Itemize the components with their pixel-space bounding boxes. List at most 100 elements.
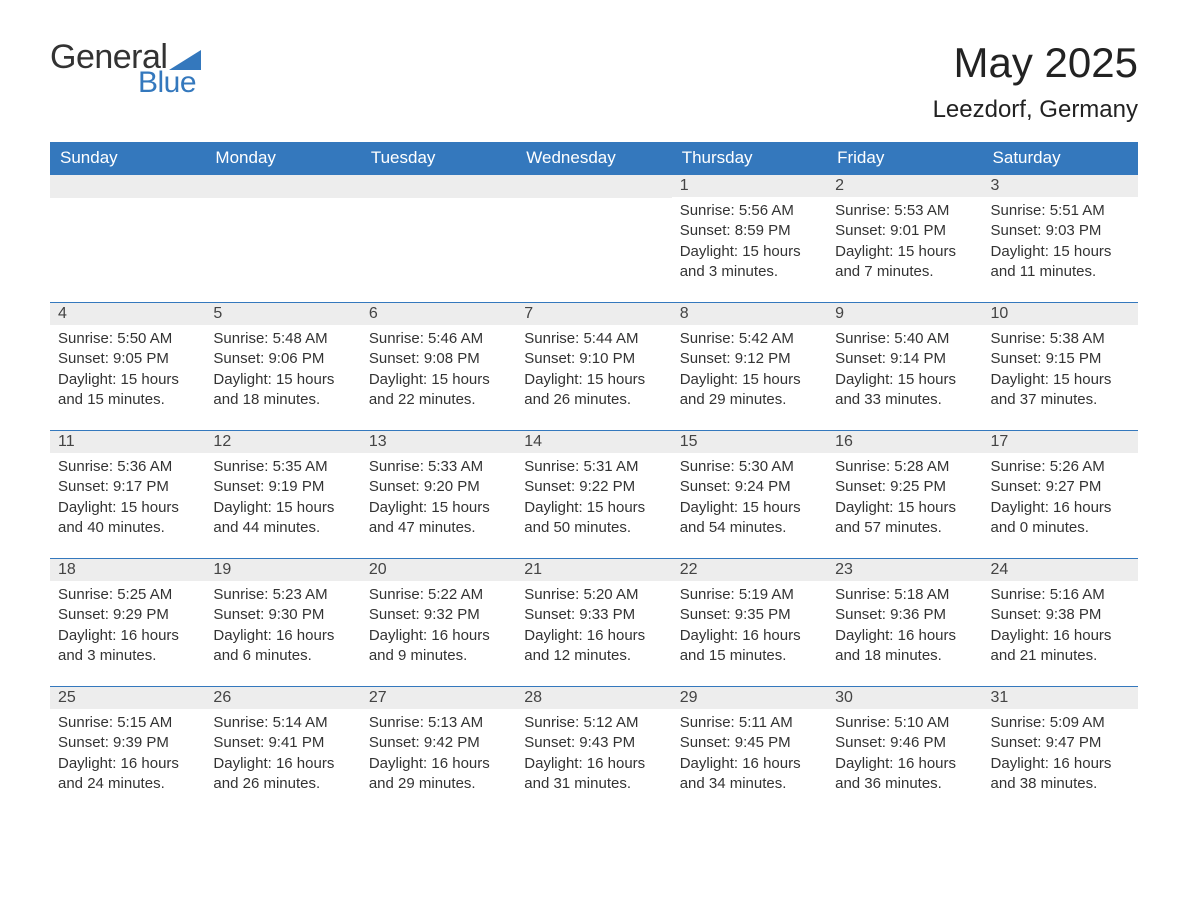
day-details: Sunrise: 5:13 AMSunset: 9:42 PMDaylight:… [361,709,516,802]
calendar-cell: 13Sunrise: 5:33 AMSunset: 9:20 PMDayligh… [361,430,516,558]
sunset-line: Sunset: 9:25 PM [835,477,974,497]
calendar-cell: 9Sunrise: 5:40 AMSunset: 9:14 PMDaylight… [827,302,982,430]
day-number: 26 [205,686,360,709]
sunset-line: Sunset: 9:22 PM [524,477,663,497]
day-header: Tuesday [361,142,516,174]
header: General Blue May 2025 Leezdorf, Germany [50,40,1138,124]
daylight-line: Daylight: 15 hours and 40 minutes. [58,498,197,539]
sunrise-line: Sunrise: 5:19 AM [680,585,819,605]
calendar-cell: 21Sunrise: 5:20 AMSunset: 9:33 PMDayligh… [516,558,671,686]
calendar-cell: 27Sunrise: 5:13 AMSunset: 9:42 PMDayligh… [361,686,516,814]
daylight-line: Daylight: 15 hours and 22 minutes. [369,370,508,411]
calendar-cell: 4Sunrise: 5:50 AMSunset: 9:05 PMDaylight… [50,302,205,430]
sunrise-line: Sunrise: 5:14 AM [213,713,352,733]
calendar-header-row: SundayMondayTuesdayWednesdayThursdayFrid… [50,142,1138,174]
sunset-line: Sunset: 9:47 PM [991,733,1130,753]
sunset-line: Sunset: 9:12 PM [680,349,819,369]
month-title: May 2025 [933,40,1138,86]
sunset-line: Sunset: 9:15 PM [991,349,1130,369]
daylight-line: Daylight: 15 hours and 29 minutes. [680,370,819,411]
day-details: Sunrise: 5:11 AMSunset: 9:45 PMDaylight:… [672,709,827,802]
calendar-cell: 24Sunrise: 5:16 AMSunset: 9:38 PMDayligh… [983,558,1138,686]
day-details: Sunrise: 5:31 AMSunset: 9:22 PMDaylight:… [516,453,671,546]
day-header: Thursday [672,142,827,174]
day-details: Sunrise: 5:56 AMSunset: 8:59 PMDaylight:… [672,197,827,290]
sunset-line: Sunset: 9:41 PM [213,733,352,753]
sunrise-line: Sunrise: 5:46 AM [369,329,508,349]
sunrise-line: Sunrise: 5:10 AM [835,713,974,733]
daylight-line: Daylight: 16 hours and 6 minutes. [213,626,352,667]
daylight-line: Daylight: 15 hours and 3 minutes. [680,242,819,283]
day-details: Sunrise: 5:18 AMSunset: 9:36 PMDaylight:… [827,581,982,674]
sunrise-line: Sunrise: 5:28 AM [835,457,974,477]
calendar-cell: 26Sunrise: 5:14 AMSunset: 9:41 PMDayligh… [205,686,360,814]
day-number: 3 [983,174,1138,197]
calendar-table: SundayMondayTuesdayWednesdayThursdayFrid… [50,142,1138,814]
day-details: Sunrise: 5:51 AMSunset: 9:03 PMDaylight:… [983,197,1138,290]
day-number: 6 [361,302,516,325]
daylight-line: Daylight: 16 hours and 34 minutes. [680,754,819,795]
day-details: Sunrise: 5:14 AMSunset: 9:41 PMDaylight:… [205,709,360,802]
day-number: 12 [205,430,360,453]
sunset-line: Sunset: 9:14 PM [835,349,974,369]
sunset-line: Sunset: 9:29 PM [58,605,197,625]
sunrise-line: Sunrise: 5:22 AM [369,585,508,605]
day-details: Sunrise: 5:09 AMSunset: 9:47 PMDaylight:… [983,709,1138,802]
daylight-line: Daylight: 16 hours and 18 minutes. [835,626,974,667]
day-number: 24 [983,558,1138,581]
day-details: Sunrise: 5:26 AMSunset: 9:27 PMDaylight:… [983,453,1138,546]
day-number: 28 [516,686,671,709]
calendar-week-row: 11Sunrise: 5:36 AMSunset: 9:17 PMDayligh… [50,430,1138,558]
calendar-body: 1Sunrise: 5:56 AMSunset: 8:59 PMDaylight… [50,174,1138,814]
calendar-cell: 28Sunrise: 5:12 AMSunset: 9:43 PMDayligh… [516,686,671,814]
calendar-cell: 19Sunrise: 5:23 AMSunset: 9:30 PMDayligh… [205,558,360,686]
sunset-line: Sunset: 9:06 PM [213,349,352,369]
sunrise-line: Sunrise: 5:26 AM [991,457,1130,477]
location-subtitle: Leezdorf, Germany [933,96,1138,124]
day-header: Monday [205,142,360,174]
sunset-line: Sunset: 9:27 PM [991,477,1130,497]
sunset-line: Sunset: 9:30 PM [213,605,352,625]
day-details: Sunrise: 5:50 AMSunset: 9:05 PMDaylight:… [50,325,205,418]
calendar-cell: 10Sunrise: 5:38 AMSunset: 9:15 PMDayligh… [983,302,1138,430]
day-details: Sunrise: 5:15 AMSunset: 9:39 PMDaylight:… [50,709,205,802]
calendar-cell: 16Sunrise: 5:28 AMSunset: 9:25 PMDayligh… [827,430,982,558]
sunset-line: Sunset: 9:43 PM [524,733,663,753]
day-number: 4 [50,302,205,325]
day-header: Wednesday [516,142,671,174]
day-number: 18 [50,558,205,581]
day-details: Sunrise: 5:25 AMSunset: 9:29 PMDaylight:… [50,581,205,674]
daylight-line: Daylight: 16 hours and 15 minutes. [680,626,819,667]
day-details: Sunrise: 5:30 AMSunset: 9:24 PMDaylight:… [672,453,827,546]
day-details: Sunrise: 5:44 AMSunset: 9:10 PMDaylight:… [516,325,671,418]
sunrise-line: Sunrise: 5:20 AM [524,585,663,605]
sunset-line: Sunset: 9:24 PM [680,477,819,497]
day-number: 27 [361,686,516,709]
sunset-line: Sunset: 9:33 PM [524,605,663,625]
day-number: 16 [827,430,982,453]
day-details: Sunrise: 5:53 AMSunset: 9:01 PMDaylight:… [827,197,982,290]
sunrise-line: Sunrise: 5:18 AM [835,585,974,605]
day-details: Sunrise: 5:46 AMSunset: 9:08 PMDaylight:… [361,325,516,418]
calendar-cell: 22Sunrise: 5:19 AMSunset: 9:35 PMDayligh… [672,558,827,686]
calendar-week-row: 1Sunrise: 5:56 AMSunset: 8:59 PMDaylight… [50,174,1138,302]
calendar-cell [50,174,205,302]
day-number: 5 [205,302,360,325]
daylight-line: Daylight: 16 hours and 12 minutes. [524,626,663,667]
sunrise-line: Sunrise: 5:33 AM [369,457,508,477]
daylight-line: Daylight: 15 hours and 7 minutes. [835,242,974,283]
sunrise-line: Sunrise: 5:16 AM [991,585,1130,605]
day-number: 29 [672,686,827,709]
daylight-line: Daylight: 15 hours and 18 minutes. [213,370,352,411]
sunset-line: Sunset: 9:32 PM [369,605,508,625]
sunset-line: Sunset: 9:35 PM [680,605,819,625]
day-details: Sunrise: 5:36 AMSunset: 9:17 PMDaylight:… [50,453,205,546]
day-number: 7 [516,302,671,325]
calendar-cell: 31Sunrise: 5:09 AMSunset: 9:47 PMDayligh… [983,686,1138,814]
sunrise-line: Sunrise: 5:42 AM [680,329,819,349]
sunset-line: Sunset: 9:45 PM [680,733,819,753]
empty-day-bar [205,174,360,198]
day-number: 19 [205,558,360,581]
sunset-line: Sunset: 9:46 PM [835,733,974,753]
sunset-line: Sunset: 9:05 PM [58,349,197,369]
